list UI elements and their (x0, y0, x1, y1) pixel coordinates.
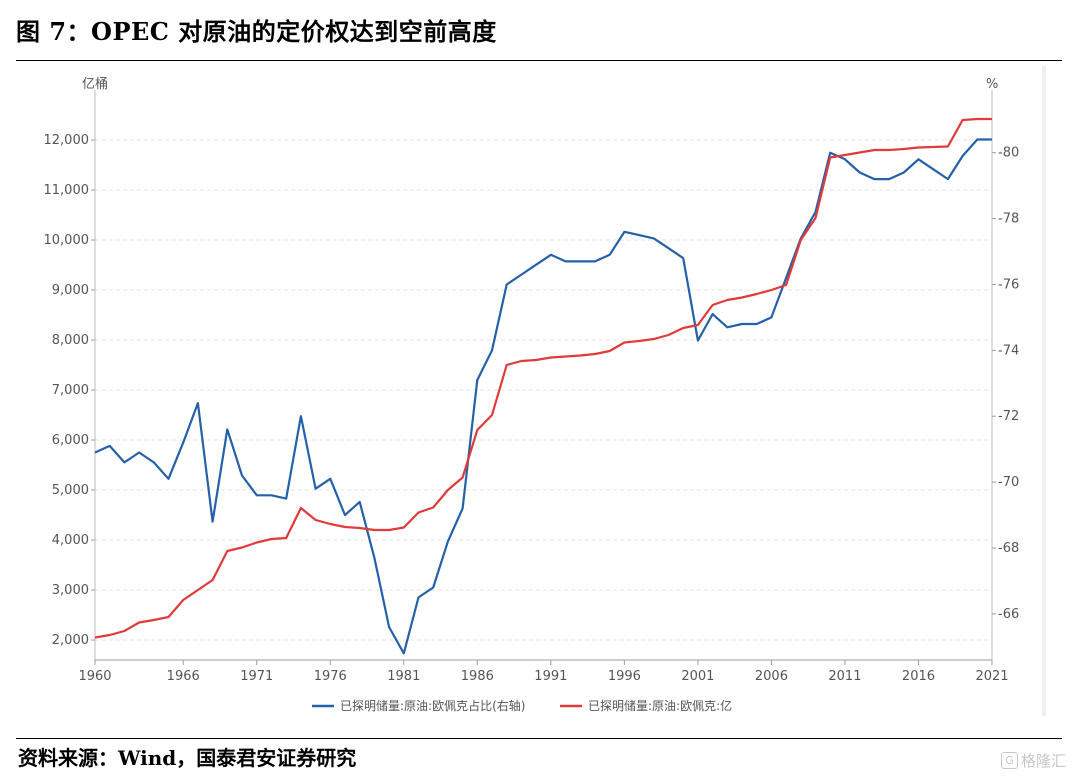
x-tick-label: 2006 (755, 669, 788, 684)
right-axis-unit: % (986, 77, 998, 92)
x-tick-label: 1971 (240, 669, 273, 684)
series-line-1 (94, 117, 992, 639)
watermark-logo-icon: G (1000, 752, 1018, 769)
chart: 亿桶 % 2,000 3,000 4,000 5,000 6,000 7,000 8,000 9,… (44, 66, 1046, 716)
left-tick-label: 10,000 (44, 233, 90, 248)
left-tick-label: 11,000 (44, 183, 90, 198)
watermark-text: 格隆汇 (1020, 752, 1066, 770)
x-tick-label: 1966 (167, 669, 200, 684)
x-tick-label: 1986 (461, 669, 494, 684)
left-tick-label: 7,000 (52, 383, 89, 398)
right-tick-label: -80 (998, 146, 1019, 161)
axes: 亿桶 % 2,000 3,000 4,000 5,000 6,000 7,000 8,000 9,… (44, 77, 1020, 684)
legend-label-0: 已探明储量:原油:欧佩克占比(右轴) (340, 698, 525, 713)
x-tick-label: 1976 (314, 669, 347, 684)
right-tick-label: -76 (998, 277, 1019, 292)
x-tick-label: 2016 (902, 669, 935, 684)
right-tick-label: -72 (998, 409, 1019, 424)
right-tick-label: -74 (998, 343, 1019, 358)
figure-title: 图 7：OPEC 对原油的定价权达到空前高度 (16, 17, 497, 46)
right-tick-label: -78 (998, 212, 1019, 227)
bottom-rule (16, 738, 1062, 739)
watermark: G 格隆汇 (1000, 750, 1066, 771)
x-tick-label: 2011 (828, 669, 861, 684)
left-tick-label: 5,000 (52, 483, 89, 498)
left-tick-label: 12,000 (44, 133, 90, 148)
x-tick-label: 1960 (78, 669, 111, 684)
left-tick-label: 2,000 (52, 633, 89, 648)
x-tick-label: 2021 (975, 669, 1008, 684)
left-tick-label: 4,000 (52, 533, 89, 548)
gridlines (95, 139, 992, 641)
top-rule (16, 60, 1062, 61)
series-lines (94, 117, 992, 655)
source-note: 资料来源：Wind，国泰君安证券研究 (18, 746, 357, 770)
x-tick-label: 2001 (681, 669, 714, 684)
left-tick-label: 6,000 (52, 433, 89, 448)
right-tick-label: -66 (998, 607, 1019, 622)
left-tick-label: 3,000 (52, 583, 89, 598)
series-line-0 (94, 138, 992, 655)
right-tick-label: -70 (998, 475, 1019, 490)
chart-right-edge (1042, 66, 1046, 716)
left-tick-label: 8,000 (52, 333, 89, 348)
x-tick-label: 1991 (534, 669, 567, 684)
x-tick-label: 1981 (387, 669, 420, 684)
legend-label-1: 已探明储量:原油:欧佩克:亿 (588, 698, 732, 713)
left-axis-unit: 亿桶 (82, 77, 108, 92)
left-tick-label: 9,000 (52, 283, 89, 298)
right-tick-label: -68 (998, 541, 1019, 556)
legend: 已探明储量:原油:欧佩克占比(右轴) 已探明储量:原油:欧佩克:亿 (312, 698, 732, 713)
x-tick-label: 1996 (608, 669, 641, 684)
